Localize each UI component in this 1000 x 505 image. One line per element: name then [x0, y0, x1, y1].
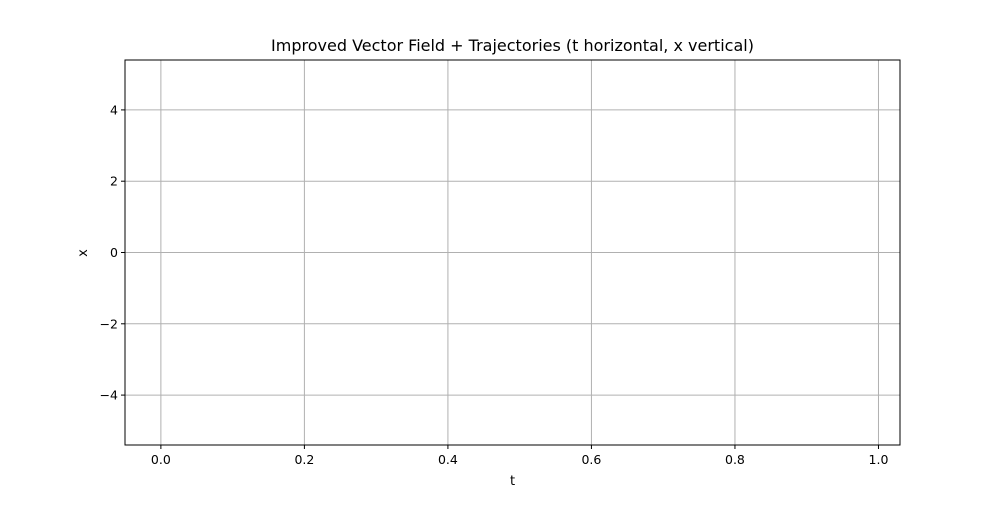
y-tick-label: 4 [110, 102, 118, 117]
y-axis-ticks: −4 −2 0 2 4 [100, 102, 125, 403]
x-tick-label: 0.0 [151, 452, 171, 467]
y-axis-label: x [76, 249, 91, 257]
y-tick-label: 0 [110, 245, 118, 260]
x-tick-label: 0.2 [294, 452, 314, 467]
x-axis-ticks: 0.0 0.2 0.4 0.6 0.8 1.0 [151, 445, 889, 467]
x-tick-label: 0.4 [438, 452, 458, 467]
x-tick-label: 0.6 [581, 452, 601, 467]
y-tick-label: −2 [100, 316, 118, 331]
x-tick-label: 0.8 [725, 452, 745, 467]
y-tick-label: 2 [110, 174, 118, 189]
y-tick-label: −4 [100, 388, 118, 403]
x-axis-label: t [510, 474, 515, 489]
x-tick-label: 1.0 [869, 452, 889, 467]
chart-title: Improved Vector Field + Trajectories (t … [271, 36, 754, 55]
grid [125, 60, 900, 445]
